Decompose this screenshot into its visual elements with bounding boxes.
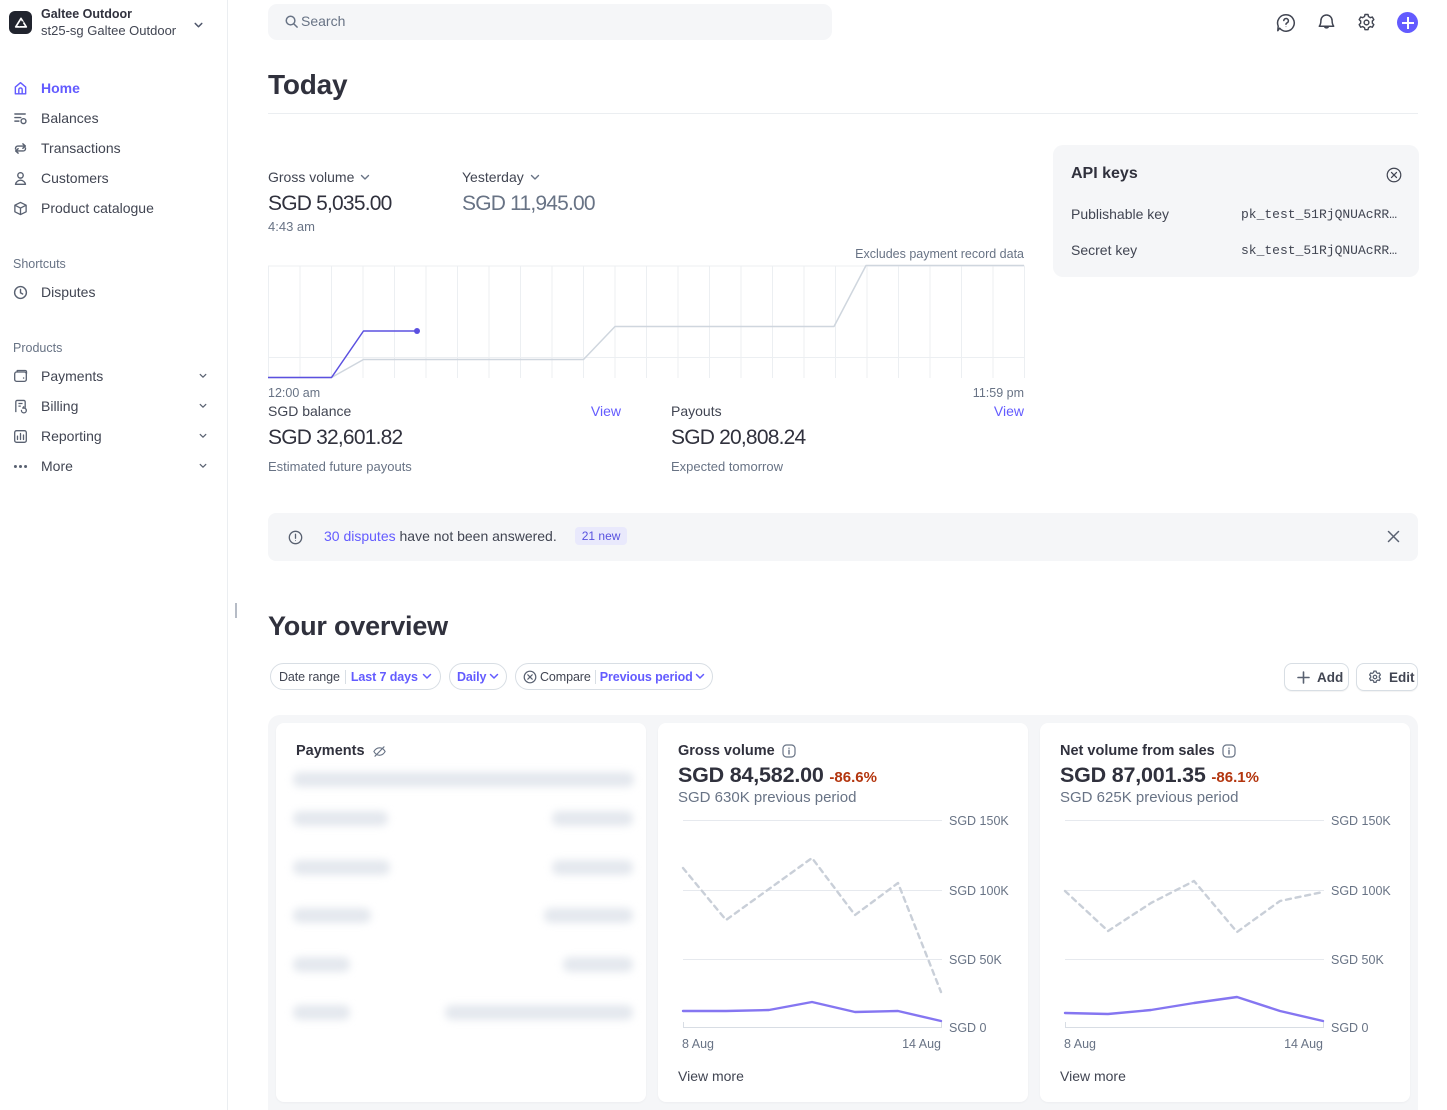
svg-text:8 Aug: 8 Aug [1064, 1037, 1096, 1051]
svg-text:SGD 50K: SGD 50K [1331, 953, 1384, 967]
svg-text:SGD 150K: SGD 150K [949, 814, 1009, 828]
svg-text:14 Aug: 14 Aug [902, 1037, 941, 1051]
svg-text:8 Aug: 8 Aug [682, 1037, 714, 1051]
svg-text:SGD 0: SGD 0 [949, 1021, 987, 1035]
svg-text:SGD 150K: SGD 150K [1331, 814, 1391, 828]
svg-text:SGD 100K: SGD 100K [1331, 884, 1391, 898]
svg-text:14 Aug: 14 Aug [1284, 1037, 1323, 1051]
svg-text:SGD 50K: SGD 50K [949, 953, 1002, 967]
svg-text:SGD 100K: SGD 100K [949, 884, 1009, 898]
svg-text:SGD 0: SGD 0 [1331, 1021, 1369, 1035]
